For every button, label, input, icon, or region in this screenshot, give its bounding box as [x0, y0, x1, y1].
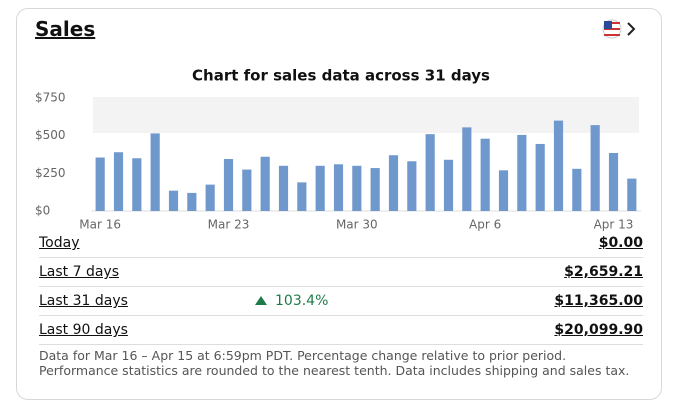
chart-title: Chart for sales data across 31 days — [192, 67, 490, 85]
bar — [333, 164, 344, 211]
flag-stripe — [604, 34, 620, 36]
bar — [223, 159, 234, 211]
stat-label[interactable]: Last 31 days — [39, 293, 128, 309]
bar — [517, 134, 527, 211]
card-title: Sales — [35, 17, 96, 41]
bar — [535, 143, 545, 211]
stat-label[interactable]: Today — [39, 235, 80, 251]
bar — [132, 158, 142, 211]
bar — [260, 156, 270, 211]
bar — [443, 159, 454, 211]
x-tick-label: Apr 6 — [469, 218, 501, 232]
bar — [425, 134, 435, 211]
bar — [297, 182, 307, 211]
flag-canton — [604, 21, 612, 29]
bar — [113, 152, 124, 211]
stat-row: Last 90 days $20,099.90 — [39, 318, 643, 345]
stat-row: Today $0.00 — [39, 231, 643, 258]
region-button[interactable] — [602, 19, 636, 39]
x-tick-label: Mar 30 — [336, 218, 378, 232]
bar — [627, 178, 637, 211]
bar — [370, 168, 380, 211]
up-arrow-icon — [255, 296, 267, 305]
sales-card: Sales Chart for sales data across 31 day… — [16, 8, 662, 400]
bar — [388, 155, 399, 211]
bar — [187, 192, 197, 211]
bar — [572, 168, 582, 211]
y-tick-label: $0 — [35, 204, 50, 218]
bar — [315, 165, 325, 211]
bar — [95, 157, 105, 211]
y-tick-label: $250 — [35, 166, 66, 180]
bar — [480, 138, 490, 211]
bar — [205, 184, 215, 211]
stat-row: Last 31 days 103.4% $11,365.00 — [39, 289, 643, 316]
bar — [242, 169, 252, 211]
stat-value[interactable]: $20,099.90 — [554, 322, 643, 338]
plot-shade — [93, 97, 639, 133]
bar — [608, 152, 619, 211]
bar — [498, 170, 509, 211]
bar — [150, 133, 160, 211]
y-tick-label: $750 — [35, 91, 66, 105]
x-tick-label: Apr 13 — [594, 218, 634, 232]
stat-value[interactable]: $11,365.00 — [554, 293, 643, 309]
stat-label[interactable]: Last 7 days — [39, 264, 120, 280]
footnote: Data for Mar 16 – Apr 15 at 6:59pm PDT. … — [39, 348, 630, 378]
bar — [462, 127, 472, 211]
stat-row: Last 7 days $2,659.21 — [39, 260, 643, 287]
stat-change: 103.4% — [255, 293, 328, 309]
x-tick-label: Mar 23 — [208, 218, 250, 232]
bar — [553, 120, 564, 211]
x-tick-label: Mar 16 — [79, 218, 121, 232]
bar — [352, 165, 362, 211]
bar — [168, 190, 179, 211]
bar — [590, 125, 600, 211]
stat-value[interactable]: $2,659.21 — [564, 264, 643, 280]
stat-label[interactable]: Last 90 days — [39, 322, 128, 338]
chevron-icon — [627, 22, 636, 36]
bar — [278, 165, 289, 211]
y-tick-label: $500 — [35, 128, 66, 142]
bar — [407, 161, 417, 211]
stat-value[interactable]: $0.00 — [598, 235, 643, 251]
card-graphics: Chart for sales data across 31 days $0 $2… — [35, 19, 641, 232]
